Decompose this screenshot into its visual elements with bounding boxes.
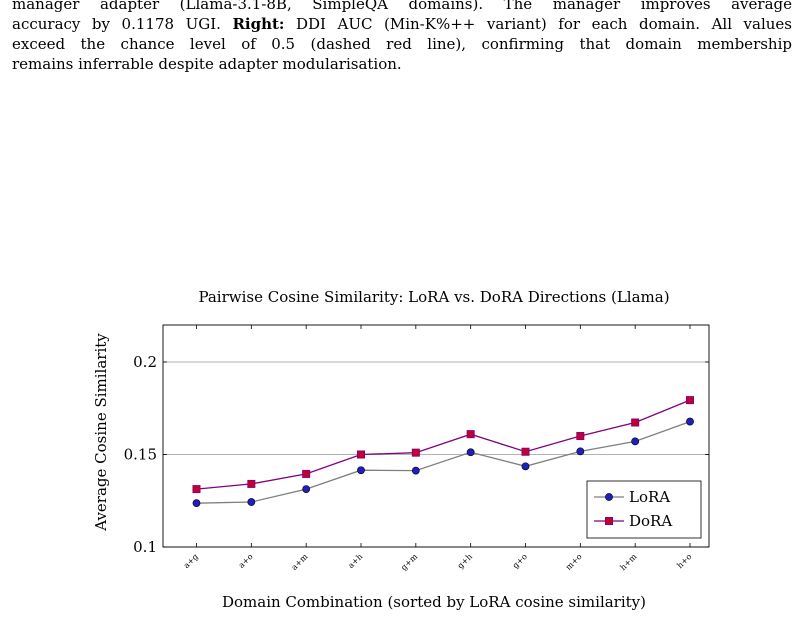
x-tick-label-a+h: a+h [346,552,364,570]
caption-right-label: Right: [232,15,285,33]
point-lora-h+m [631,437,640,446]
cosine-similarity-chart: Pairwise Cosine Similarity: LoRA vs. DoR… [0,270,804,618]
x-tick-label-h+o: h+o [675,552,693,570]
point-lora-g+m [411,466,420,475]
x-tick-label-g+h: g+h [456,552,474,570]
legend: LoRA DoRA [586,480,702,539]
legend-marker-lora [605,493,613,501]
legend-label-lora: LoRA [629,488,670,506]
point-dora-a+h [356,450,365,459]
figure-caption: manager adapter (Llama-3.1-8B, SimpleQA … [12,0,792,74]
point-dora-g+m [411,448,420,457]
point-dora-h+m [631,418,640,427]
point-dora-g+o [521,447,530,456]
caption-line-2: accuracy by 0.1178 UGI. Right: DDI AUC (… [12,14,792,34]
point-lora-a+h [357,466,365,475]
legend-box [586,480,702,539]
caption-line-4: remains inferrable despite adapter modul… [12,55,402,73]
legend-marker-dora [605,516,614,525]
y-tick-label: 0.1 [133,538,157,556]
x-tick-label-a+o: a+o [237,552,255,570]
series-line-dora [196,399,691,490]
caption-line-2-post: DDI AUC (Min-K%++ variant) for each doma… [284,15,792,33]
caption-line-1: manager adapter (Llama-3.1-8B, SimpleQA … [12,0,792,13]
y-tick-label: 0.15 [124,446,157,464]
point-lora-g+h [466,448,475,457]
plot-frame [162,324,710,548]
x-tick-label-m+o: m+o [564,552,584,572]
point-dora-a+g [192,485,201,494]
point-dora-a+o [247,479,256,488]
point-lora-m+o [576,447,585,456]
point-dora-h+o [686,396,695,405]
y-axis-label: Average Cosine Similarity [92,333,110,532]
x-axis-label: Domain Combination (sorted by LoRA cosin… [222,593,646,611]
point-dora-g+h [466,430,475,439]
point-lora-a+o [247,498,256,506]
chart-svg: Pairwise Cosine Similarity: LoRA vs. DoR… [92,288,710,611]
caption-line-3: exceed the chance level of 0.5 (dashed r… [12,35,792,53]
x-tick-label-a+m: a+m [290,552,310,572]
x-tick-label-g+m: g+m [399,552,419,572]
point-lora-g+o [521,462,530,471]
point-lora-a+g [192,499,201,508]
point-lora-a+m [302,485,311,493]
x-tick-label-g+o: g+o [511,552,529,570]
caption-line-2-pre: accuracy by 0.1178 UGI. [12,15,233,33]
x-tick-label-h+m: h+m [618,552,638,572]
point-dora-m+o [576,431,585,440]
legend-label-dora: DoRA [629,512,672,530]
y-tick-label: 0.2 [133,353,157,371]
series-layer [192,396,695,508]
point-lora-h+o [686,417,694,426]
x-tick-label-a+g: a+g [182,552,200,570]
chart-title: Pairwise Cosine Similarity: LoRA vs. DoR… [198,288,669,306]
series-line-lora [196,420,691,504]
point-dora-a+m [302,469,311,478]
